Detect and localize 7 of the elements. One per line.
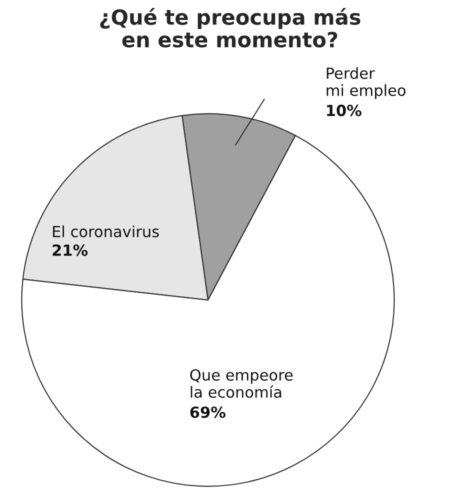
slice-label: Perder mi empleo	[326, 67, 406, 100]
data-label: 69%	[190, 406, 226, 418]
chart-title: ¿Qué te preocupa más en este momento?	[100, 8, 360, 48]
data-label: 21%	[52, 244, 88, 256]
data-label: 10%	[327, 104, 362, 116]
slice-label: Que empeore la economía	[190, 369, 293, 398]
slice-label: El coronavirus	[53, 225, 159, 238]
